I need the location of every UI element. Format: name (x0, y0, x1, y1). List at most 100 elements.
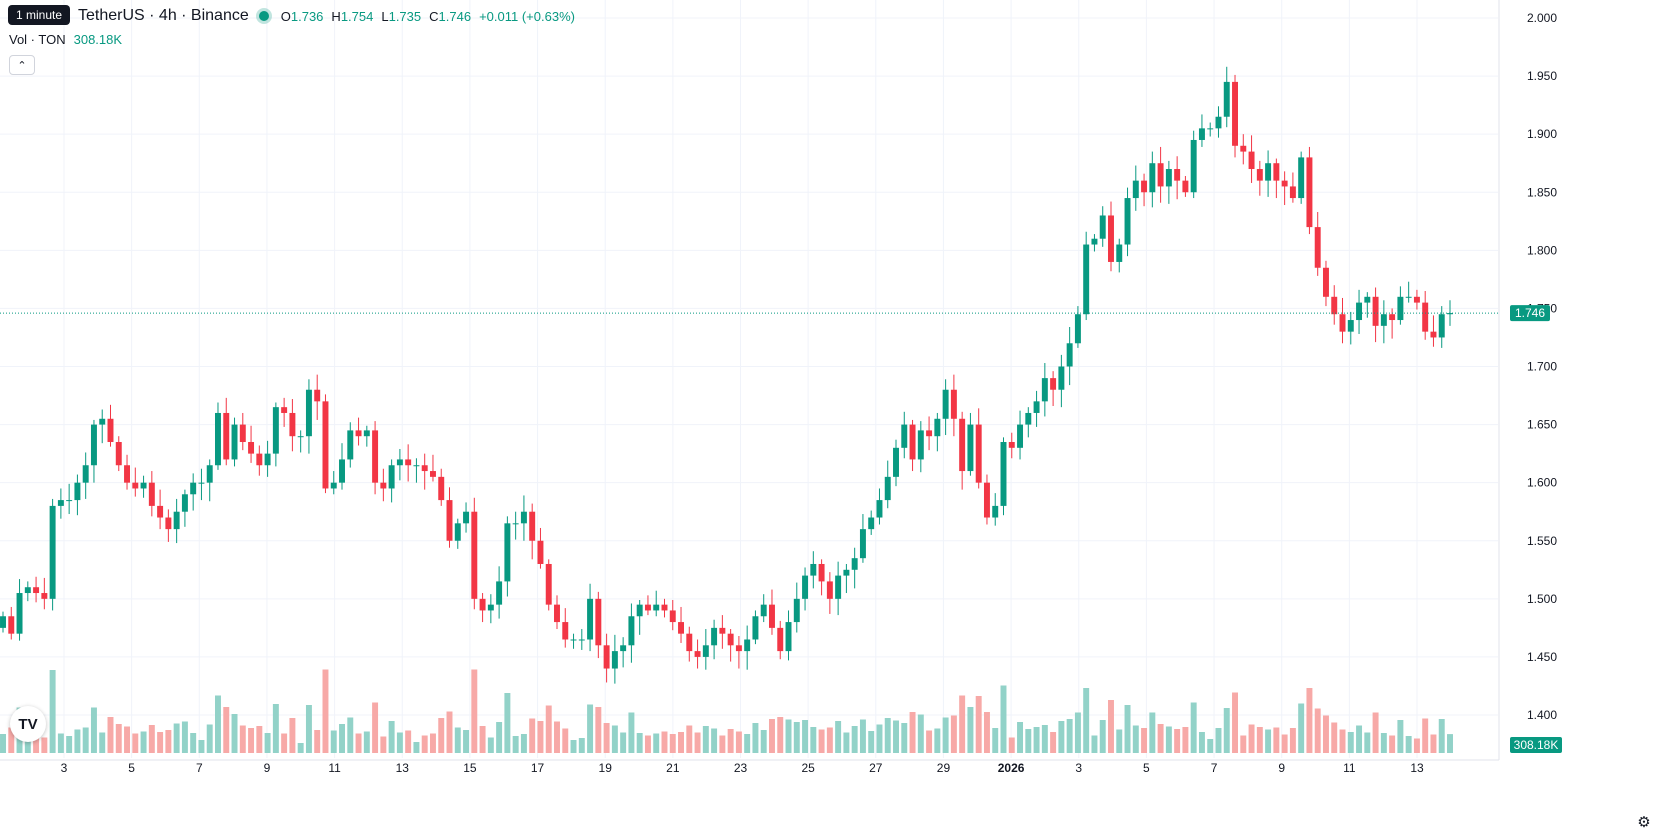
candle-body (388, 465, 395, 489)
volume-bar (1389, 735, 1396, 753)
tradingview-logo-icon[interactable]: TV (10, 706, 46, 742)
volume-bar (1430, 734, 1437, 753)
candle (1405, 281, 1412, 303)
symbol-title[interactable]: TetherUS · 4h · Binance (78, 7, 249, 24)
volume-bar (413, 742, 420, 753)
x-tick-label: 29 (937, 761, 951, 775)
candle-body (314, 389, 321, 402)
candle-body (198, 482, 205, 484)
candle (33, 576, 40, 603)
volume-bar (793, 722, 800, 753)
volume-bar (1331, 722, 1338, 753)
candle-body (545, 563, 552, 605)
volume-bar (1289, 728, 1296, 753)
candle-body (1025, 412, 1032, 425)
y-tick-label: 1.650 (1527, 418, 1557, 432)
candle (1116, 238, 1123, 273)
volume-bar (372, 702, 379, 753)
volume-bar (1215, 728, 1222, 753)
gear-icon[interactable]: ⚙ (1637, 814, 1651, 831)
candle (1256, 160, 1263, 196)
candle-body (1331, 296, 1338, 315)
volume-bar (148, 725, 155, 753)
candle (562, 608, 569, 648)
candle-body (339, 459, 345, 483)
candle-body (611, 651, 618, 669)
candle-body (628, 616, 635, 646)
candle-body (289, 412, 296, 437)
candle-body (752, 616, 759, 640)
candle (1331, 285, 1338, 325)
interval-tooltip: 1 minute (8, 5, 71, 25)
volume-bar (272, 704, 279, 753)
volume-bar (926, 730, 933, 753)
candle (529, 503, 536, 560)
volume-bar (330, 730, 337, 753)
candle (148, 471, 155, 517)
volume-bar (1165, 726, 1172, 753)
candle (363, 425, 370, 447)
candle (272, 402, 279, 467)
volume-bar (190, 733, 197, 753)
y-tick-label: 1.800 (1527, 243, 1557, 257)
volume-bar (355, 733, 362, 753)
candle (107, 404, 114, 447)
volume-bar (1174, 729, 1181, 753)
volume-bar (893, 720, 899, 753)
volume-bar (446, 711, 453, 753)
candle-body (1413, 296, 1420, 303)
y-tick-label: 1.850 (1527, 185, 1557, 199)
candle (942, 379, 949, 436)
x-tick-label: 11 (328, 761, 341, 775)
volume-bar (876, 724, 883, 753)
high-label: H (331, 8, 341, 24)
candle (686, 626, 693, 662)
candle-body (181, 494, 188, 512)
volume-bar (529, 718, 536, 753)
x-tick-label: 13 (1410, 761, 1424, 775)
volume-bar (396, 732, 403, 753)
volume-bar (1033, 727, 1040, 753)
x-tick-label: 17 (531, 761, 545, 775)
candle-body (1124, 198, 1131, 245)
candle (1422, 290, 1429, 340)
volume-bar (124, 726, 131, 753)
volume-label: Vol · TON (9, 32, 66, 47)
candle (1141, 173, 1148, 207)
candle (661, 598, 668, 618)
volume-bar (1447, 734, 1453, 753)
candle (1248, 135, 1255, 183)
candle (1157, 146, 1164, 203)
volume-bar (297, 743, 304, 753)
candle (305, 379, 312, 454)
candle (620, 637, 627, 668)
candle-body (248, 442, 255, 454)
volume-bar (595, 707, 602, 753)
volume-bar (851, 726, 858, 753)
volume-bar (1438, 719, 1445, 753)
candle (909, 419, 916, 472)
volume-bar (363, 731, 370, 753)
y-tick-label: 1.550 (1527, 534, 1557, 548)
volume-bar (1017, 722, 1024, 753)
candle (826, 572, 833, 614)
x-tick-label: 19 (599, 761, 613, 775)
volume-bar (537, 721, 544, 753)
candle-body (1438, 314, 1445, 338)
candle-body (1380, 314, 1387, 326)
candle (1099, 206, 1106, 247)
candle-body (983, 482, 990, 518)
candle-body (74, 482, 81, 501)
candle (702, 629, 709, 670)
volume-bar (463, 730, 470, 753)
candle (1033, 390, 1040, 427)
volume-legend[interactable]: Vol · TON 308.18K (9, 32, 122, 47)
candle (1050, 371, 1057, 406)
candle (777, 620, 784, 660)
candle (438, 468, 445, 506)
volume-bar (570, 740, 577, 753)
volume-bar (264, 733, 271, 753)
volume-bar (57, 733, 64, 753)
collapse-legend-button[interactable]: ⌃ (9, 55, 35, 75)
